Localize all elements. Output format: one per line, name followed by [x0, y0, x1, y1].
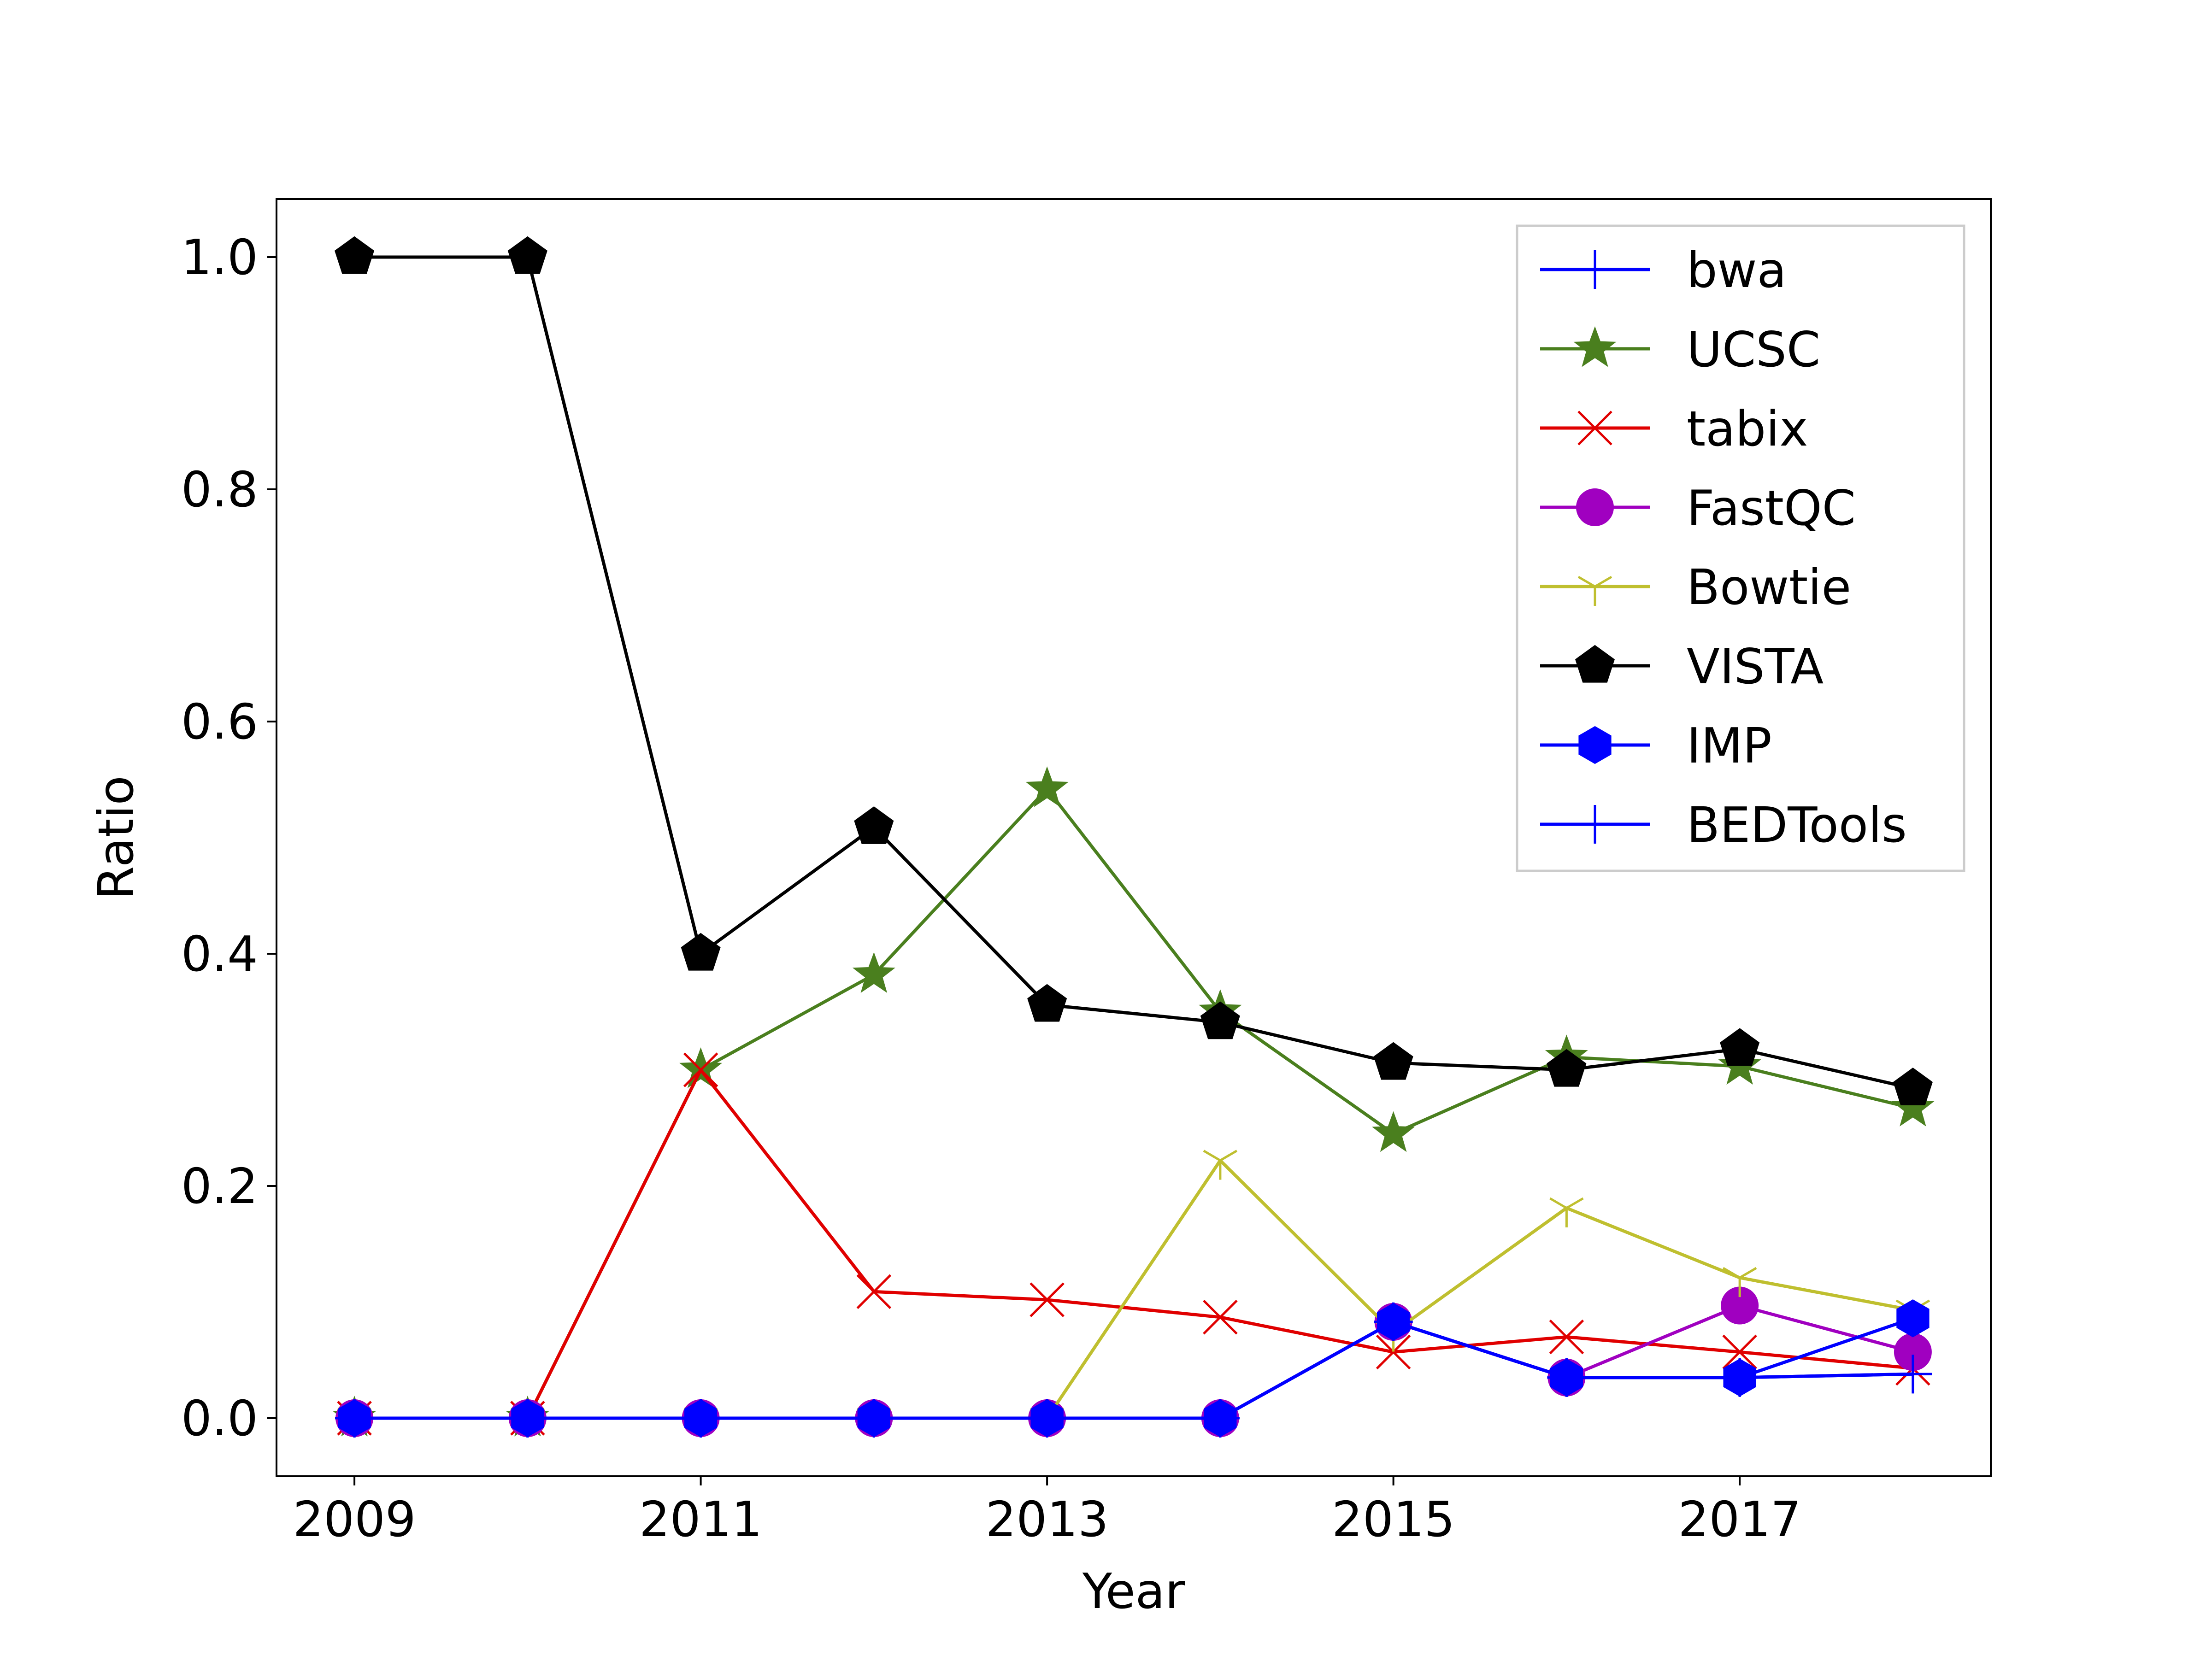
- x-tick-label: 2013: [986, 1491, 1109, 1548]
- series-line-bedtools: [354, 1320, 1913, 1420]
- data-point-imp: [1896, 1299, 1930, 1338]
- data-point-tabix: [1722, 1334, 1757, 1370]
- data-point-bowtie: [1549, 1197, 1584, 1227]
- legend-entry-ucsc: UCSC: [1540, 322, 1820, 378]
- legend-marker: [1573, 326, 1617, 367]
- data-point-vista: [1720, 1028, 1760, 1066]
- legend-label: VISTA: [1687, 639, 1824, 695]
- axis-ticks: 2009 2011 2013 2015 2017 0.0 0.2 0.4 0.6 0.8 1.0: [181, 229, 1801, 1548]
- legend-marker: [1576, 805, 1614, 844]
- series-line-tabix: [354, 1068, 1913, 1420]
- data-point-ucsc: [1372, 1111, 1415, 1152]
- y-tick-label: 0.0: [181, 1391, 258, 1447]
- data-point-bedtools: [335, 1399, 374, 1438]
- y-axis-label: Ratio: [88, 775, 144, 900]
- legend-marker: [1577, 575, 1612, 606]
- legend: bwa UCSC tabix FastQC Bowtie VISTA IMP BEDTools: [1516, 224, 1965, 872]
- data-point-ucsc: [679, 1047, 723, 1088]
- legend-marker: [1576, 488, 1614, 526]
- data-point-tabix: [856, 1274, 892, 1309]
- y-tick-label: 1.0: [181, 229, 258, 286]
- legend-entry-imp: IMP: [1540, 718, 1772, 774]
- legend-label: bwa: [1687, 242, 1787, 299]
- legend-entries: bwa UCSC tabix FastQC Bowtie VISTA IMP BEDTools: [1540, 242, 1907, 853]
- data-point-bowtie: [1722, 1267, 1757, 1297]
- legend-entry-bowtie: Bowtie: [1540, 559, 1851, 616]
- y-tick-label: 0.8: [181, 462, 258, 518]
- legend-box: [1516, 224, 1965, 872]
- y-tick-label: 0.6: [181, 694, 258, 750]
- legend-entry-fastqc: FastQC: [1540, 480, 1856, 536]
- data-point-vista: [854, 806, 894, 844]
- legend-marker: [1578, 726, 1612, 764]
- y-tick-label: 0.2: [181, 1158, 258, 1215]
- plot-area-frame: [276, 198, 1992, 1477]
- legend-entry-tabix: tabix: [1540, 401, 1808, 457]
- data-point-bedtools: [1720, 1358, 1759, 1397]
- x-tick-label: 2011: [639, 1491, 762, 1548]
- data-point-vista: [1373, 1042, 1413, 1080]
- data-point-bedtools: [1374, 1302, 1413, 1341]
- legend-label: IMP: [1687, 718, 1772, 774]
- data-point-bedtools: [681, 1399, 720, 1438]
- series-layer: [333, 236, 1935, 1438]
- x-axis-label: Year: [1082, 1563, 1185, 1620]
- data-point-ucsc: [852, 952, 895, 993]
- data-point-tabix: [1030, 1282, 1065, 1317]
- legend-entry-vista: VISTA: [1540, 639, 1824, 695]
- data-point-bedtools: [854, 1399, 894, 1438]
- data-point-bedtools: [1547, 1358, 1586, 1397]
- data-point-vista: [1027, 984, 1067, 1022]
- data-point-bedtools: [508, 1399, 547, 1438]
- data-point-vista: [681, 933, 721, 971]
- legend-label: UCSC: [1687, 322, 1820, 378]
- data-point-vista: [507, 236, 547, 274]
- x-tick-label: 2015: [1332, 1491, 1455, 1548]
- data-point-ucsc: [1891, 1086, 1935, 1127]
- legend-marker: [1575, 645, 1615, 683]
- legend-marker: [1577, 411, 1612, 446]
- data-point-tabix: [683, 1052, 718, 1087]
- data-point-bedtools: [1028, 1399, 1067, 1438]
- data-point-vista: [1547, 1049, 1587, 1087]
- data-point-bedtools: [1893, 1355, 1932, 1394]
- series-line-vista: [354, 255, 1913, 1090]
- data-point-tabix: [1549, 1319, 1584, 1355]
- legend-entry-bwa: bwa: [1540, 242, 1787, 299]
- legend-label: BEDTools: [1687, 797, 1907, 853]
- data-point-bowtie: [1203, 1150, 1238, 1180]
- x-tick-label: 2017: [1678, 1491, 1801, 1548]
- series-bedtools: [335, 1302, 1932, 1438]
- data-point-vista: [335, 236, 375, 274]
- y-tick-label: 0.4: [181, 926, 258, 982]
- legend-entry-bedtools: BEDTools: [1540, 797, 1907, 853]
- data-point-ucsc: [1025, 766, 1069, 807]
- series-vista: [335, 236, 1933, 1105]
- data-point-bedtools: [1200, 1399, 1240, 1438]
- data-point-tabix: [1376, 1334, 1411, 1370]
- legend-label: tabix: [1687, 401, 1808, 457]
- data-point-vista: [1893, 1068, 1933, 1105]
- x-tick-label: 2009: [293, 1491, 416, 1548]
- legend-label: FastQC: [1687, 480, 1856, 536]
- legend-label: Bowtie: [1687, 559, 1851, 616]
- data-point-tabix: [1203, 1299, 1238, 1335]
- data-point-vista: [1200, 1001, 1240, 1039]
- legend-marker: [1576, 250, 1614, 289]
